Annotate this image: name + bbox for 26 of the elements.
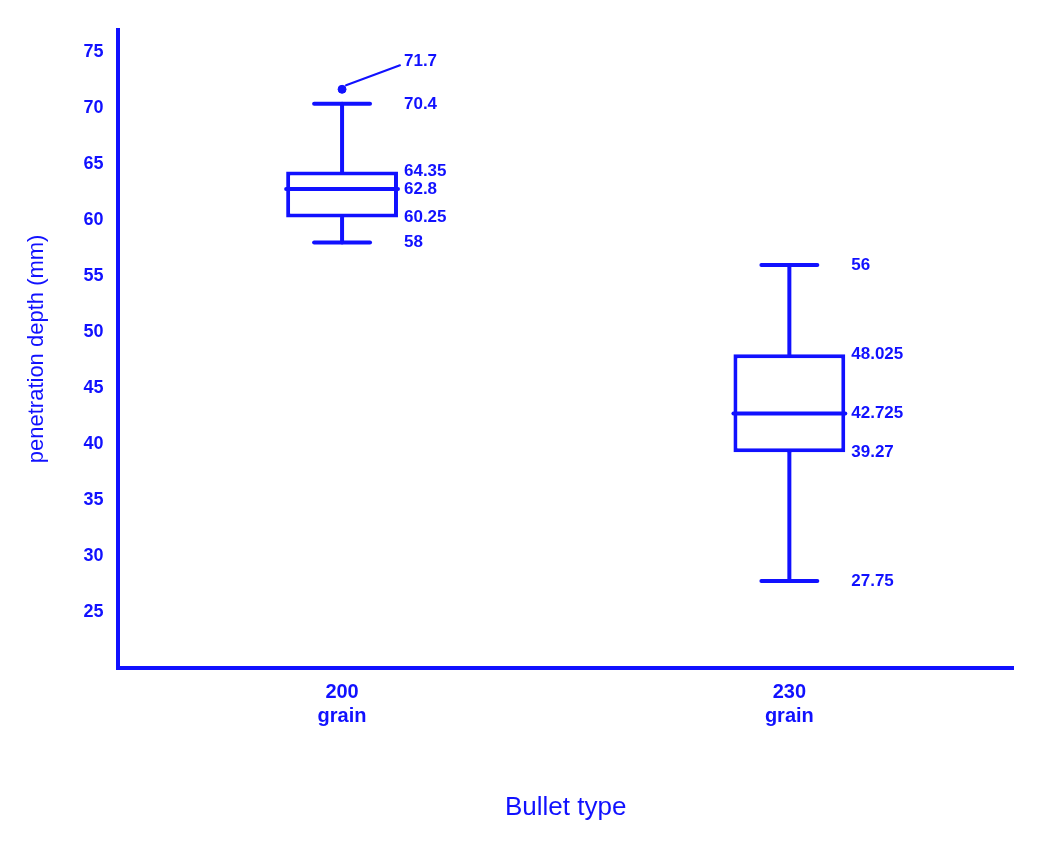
annotation: 71.7 bbox=[403, 50, 438, 70]
annotation: 58 bbox=[403, 232, 423, 252]
annotation: 70.4 bbox=[403, 93, 438, 113]
y-tick-label: 35 bbox=[83, 488, 104, 509]
annotation: 39.27 bbox=[851, 441, 894, 461]
y-tick-label: 60 bbox=[83, 209, 104, 230]
y-tick-label: 65 bbox=[83, 153, 104, 174]
annotation: 62.8 bbox=[403, 178, 438, 198]
annotation: 60.25 bbox=[403, 207, 447, 227]
y-tick-label: 75 bbox=[83, 41, 104, 62]
x-tick-label: 230 grain bbox=[764, 680, 814, 727]
y-axis-title: penetration depth (mm) bbox=[23, 234, 49, 464]
y-tick-label: 50 bbox=[83, 321, 104, 342]
y-tick-label: 70 bbox=[83, 97, 104, 118]
annotation: 48.025 bbox=[851, 343, 904, 363]
y-tick-label: 45 bbox=[83, 377, 104, 398]
y-tick-label: 55 bbox=[83, 265, 104, 286]
y-tick-label: 30 bbox=[83, 544, 104, 565]
x-axis-title: Bullet type bbox=[505, 790, 627, 821]
annotation: 27.75 bbox=[851, 570, 894, 590]
annotation: 42.725 bbox=[851, 403, 904, 423]
annotation: 64.35 bbox=[403, 161, 447, 181]
annotation: 56 bbox=[851, 254, 871, 274]
x-tick-label: 200 grain bbox=[317, 680, 367, 727]
y-tick-label: 25 bbox=[83, 600, 104, 621]
y-tick-label: 40 bbox=[83, 432, 104, 453]
